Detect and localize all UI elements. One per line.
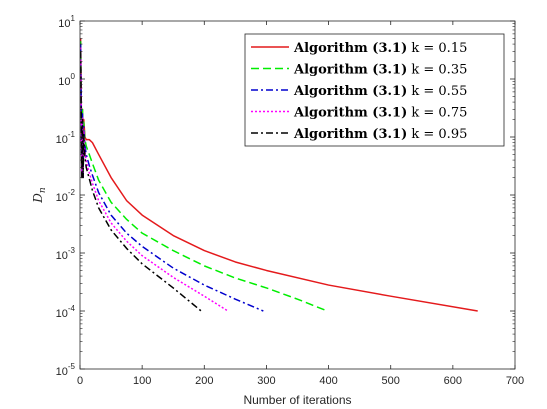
x-tick-label: 400 — [319, 375, 337, 387]
x-tick-label: 200 — [195, 375, 213, 387]
x-tick-label: 0 — [77, 375, 83, 387]
x-axis-title: Number of iterations — [243, 393, 351, 407]
x-tick-label: 100 — [133, 375, 151, 387]
legend: Algorithm (3.1) k = 0.15 Algorithm (3.1) … — [244, 33, 505, 147]
x-tick-label: 700 — [506, 375, 524, 387]
y-tick-label: 10-4 — [56, 304, 76, 320]
y-tick-label: 10-1 — [56, 130, 76, 146]
svg-text:Dn: Dn — [31, 187, 48, 204]
x-tick-label: 600 — [444, 375, 462, 387]
series-line-3 — [80, 44, 264, 312]
legend-box — [244, 33, 505, 147]
legend-label-3: Algorithm (3.1) k = 0.55 — [293, 84, 467, 99]
series-line-5 — [80, 51, 202, 312]
legend-label-2: Algorithm (3.1) k = 0.35 — [293, 63, 467, 78]
y-axis-title: Dn — [31, 187, 48, 204]
y-tick-label: 100 — [58, 72, 75, 88]
legend-label-4: Algorithm (3.1) k = 0.75 — [293, 106, 467, 121]
series-line-4 — [80, 47, 229, 312]
y-tick-label: 10-5 — [56, 362, 76, 378]
y-tick-label: 101 — [58, 14, 75, 30]
legend-label-1: Algorithm (3.1) k = 0.15 — [293, 41, 467, 56]
x-tick-label: 300 — [257, 375, 275, 387]
x-tick-label: 500 — [382, 375, 400, 387]
y-tick-label: 10-2 — [56, 188, 76, 204]
legend-label-5: Algorithm (3.1) k = 0.95 — [293, 127, 467, 142]
y-tick-label: 10-3 — [56, 246, 76, 262]
